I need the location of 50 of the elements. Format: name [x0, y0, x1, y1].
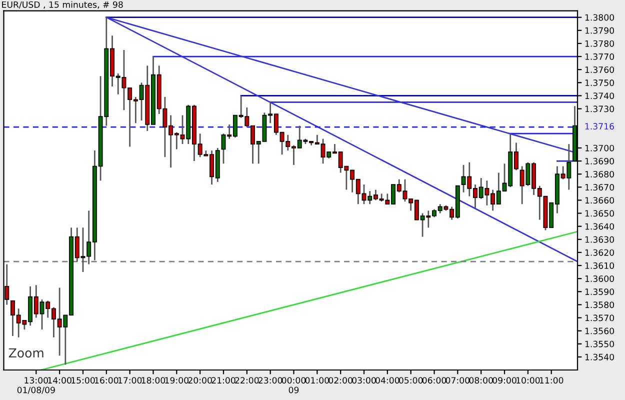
- x-tick-label: 06:00: [422, 377, 446, 384]
- y-tick-label: 1.3670: [585, 184, 614, 191]
- y-tick-label: 1.3750: [585, 80, 614, 86]
- x-tick-label: 10:00: [516, 377, 540, 384]
- x-tick-label: 08:00: [469, 377, 493, 384]
- y-tick-label: 1.3570: [585, 314, 614, 322]
- x-tick-label: 11:00: [540, 377, 564, 384]
- chart-title: EUR/USD , 15 minutes, # 98: [2, 1, 123, 9]
- y-tick-label: 1.3610: [585, 262, 614, 269]
- y-tick-label: 1.3780: [585, 40, 614, 47]
- y-tick-label: 1.3580: [585, 302, 614, 308]
- y-tick-label: 1.3680: [585, 170, 614, 178]
- x-tick-label: 02:00: [328, 377, 352, 384]
- x-tick-label: 21:00: [212, 377, 236, 384]
- y-tick-label: 1.3660: [585, 197, 614, 204]
- ref-line-label: 1.3716: [585, 123, 614, 130]
- y-tick-label: 1.3700: [585, 144, 614, 152]
- x-tick-label: 03:00: [352, 377, 376, 384]
- x-tick-label: 09:00: [492, 377, 516, 384]
- x-tick-label: 00:00 09: [282, 377, 306, 394]
- x-tick-label: 22:00: [235, 377, 259, 384]
- x-tick-label: 01:00: [305, 377, 329, 384]
- y-tick-label: 1.3620: [585, 249, 614, 256]
- x-tick-label: 05:00: [399, 377, 423, 384]
- x-tick-label: 23:00: [258, 377, 282, 384]
- y-tick-label: 1.3560: [585, 328, 614, 334]
- y-tick-label: 1.3770: [585, 53, 614, 60]
- annotation: Zoom: [8, 348, 44, 358]
- x-tick-label: 14:00: [48, 377, 72, 384]
- x-tick-label: 19:00: [165, 377, 188, 384]
- y-tick-label: 1.3650: [585, 210, 614, 217]
- y-tick-label: 1.3740: [585, 92, 614, 100]
- y-tick-label: 1.3690: [585, 158, 614, 164]
- x-tick-label: 07:00: [446, 377, 470, 384]
- y-tick-label: 1.3790: [585, 27, 614, 34]
- y-tick-label: 1.3600: [585, 275, 614, 282]
- x-tick-label: 20:00: [188, 377, 212, 384]
- y-tick-label: 1.3540: [585, 354, 614, 360]
- y-tick-label: 1.3550: [585, 340, 614, 348]
- x-tick-label: 04:00: [376, 377, 400, 384]
- x-tick-label: 18:00: [142, 377, 166, 384]
- y-tick-label: 1.3730: [585, 106, 614, 112]
- y-tick-label: 1.3640: [585, 223, 614, 230]
- x-tick-label: 16:00: [94, 377, 118, 384]
- y-tick-label: 1.3800: [585, 14, 614, 21]
- y-tick-label: 1.3760: [585, 66, 614, 73]
- y-tick-label: 1.3590: [585, 288, 614, 296]
- x-tick-label: 15:00: [72, 377, 95, 384]
- y-tick-label: 1.3630: [585, 236, 614, 243]
- x-tick-label: 17:00: [118, 377, 142, 384]
